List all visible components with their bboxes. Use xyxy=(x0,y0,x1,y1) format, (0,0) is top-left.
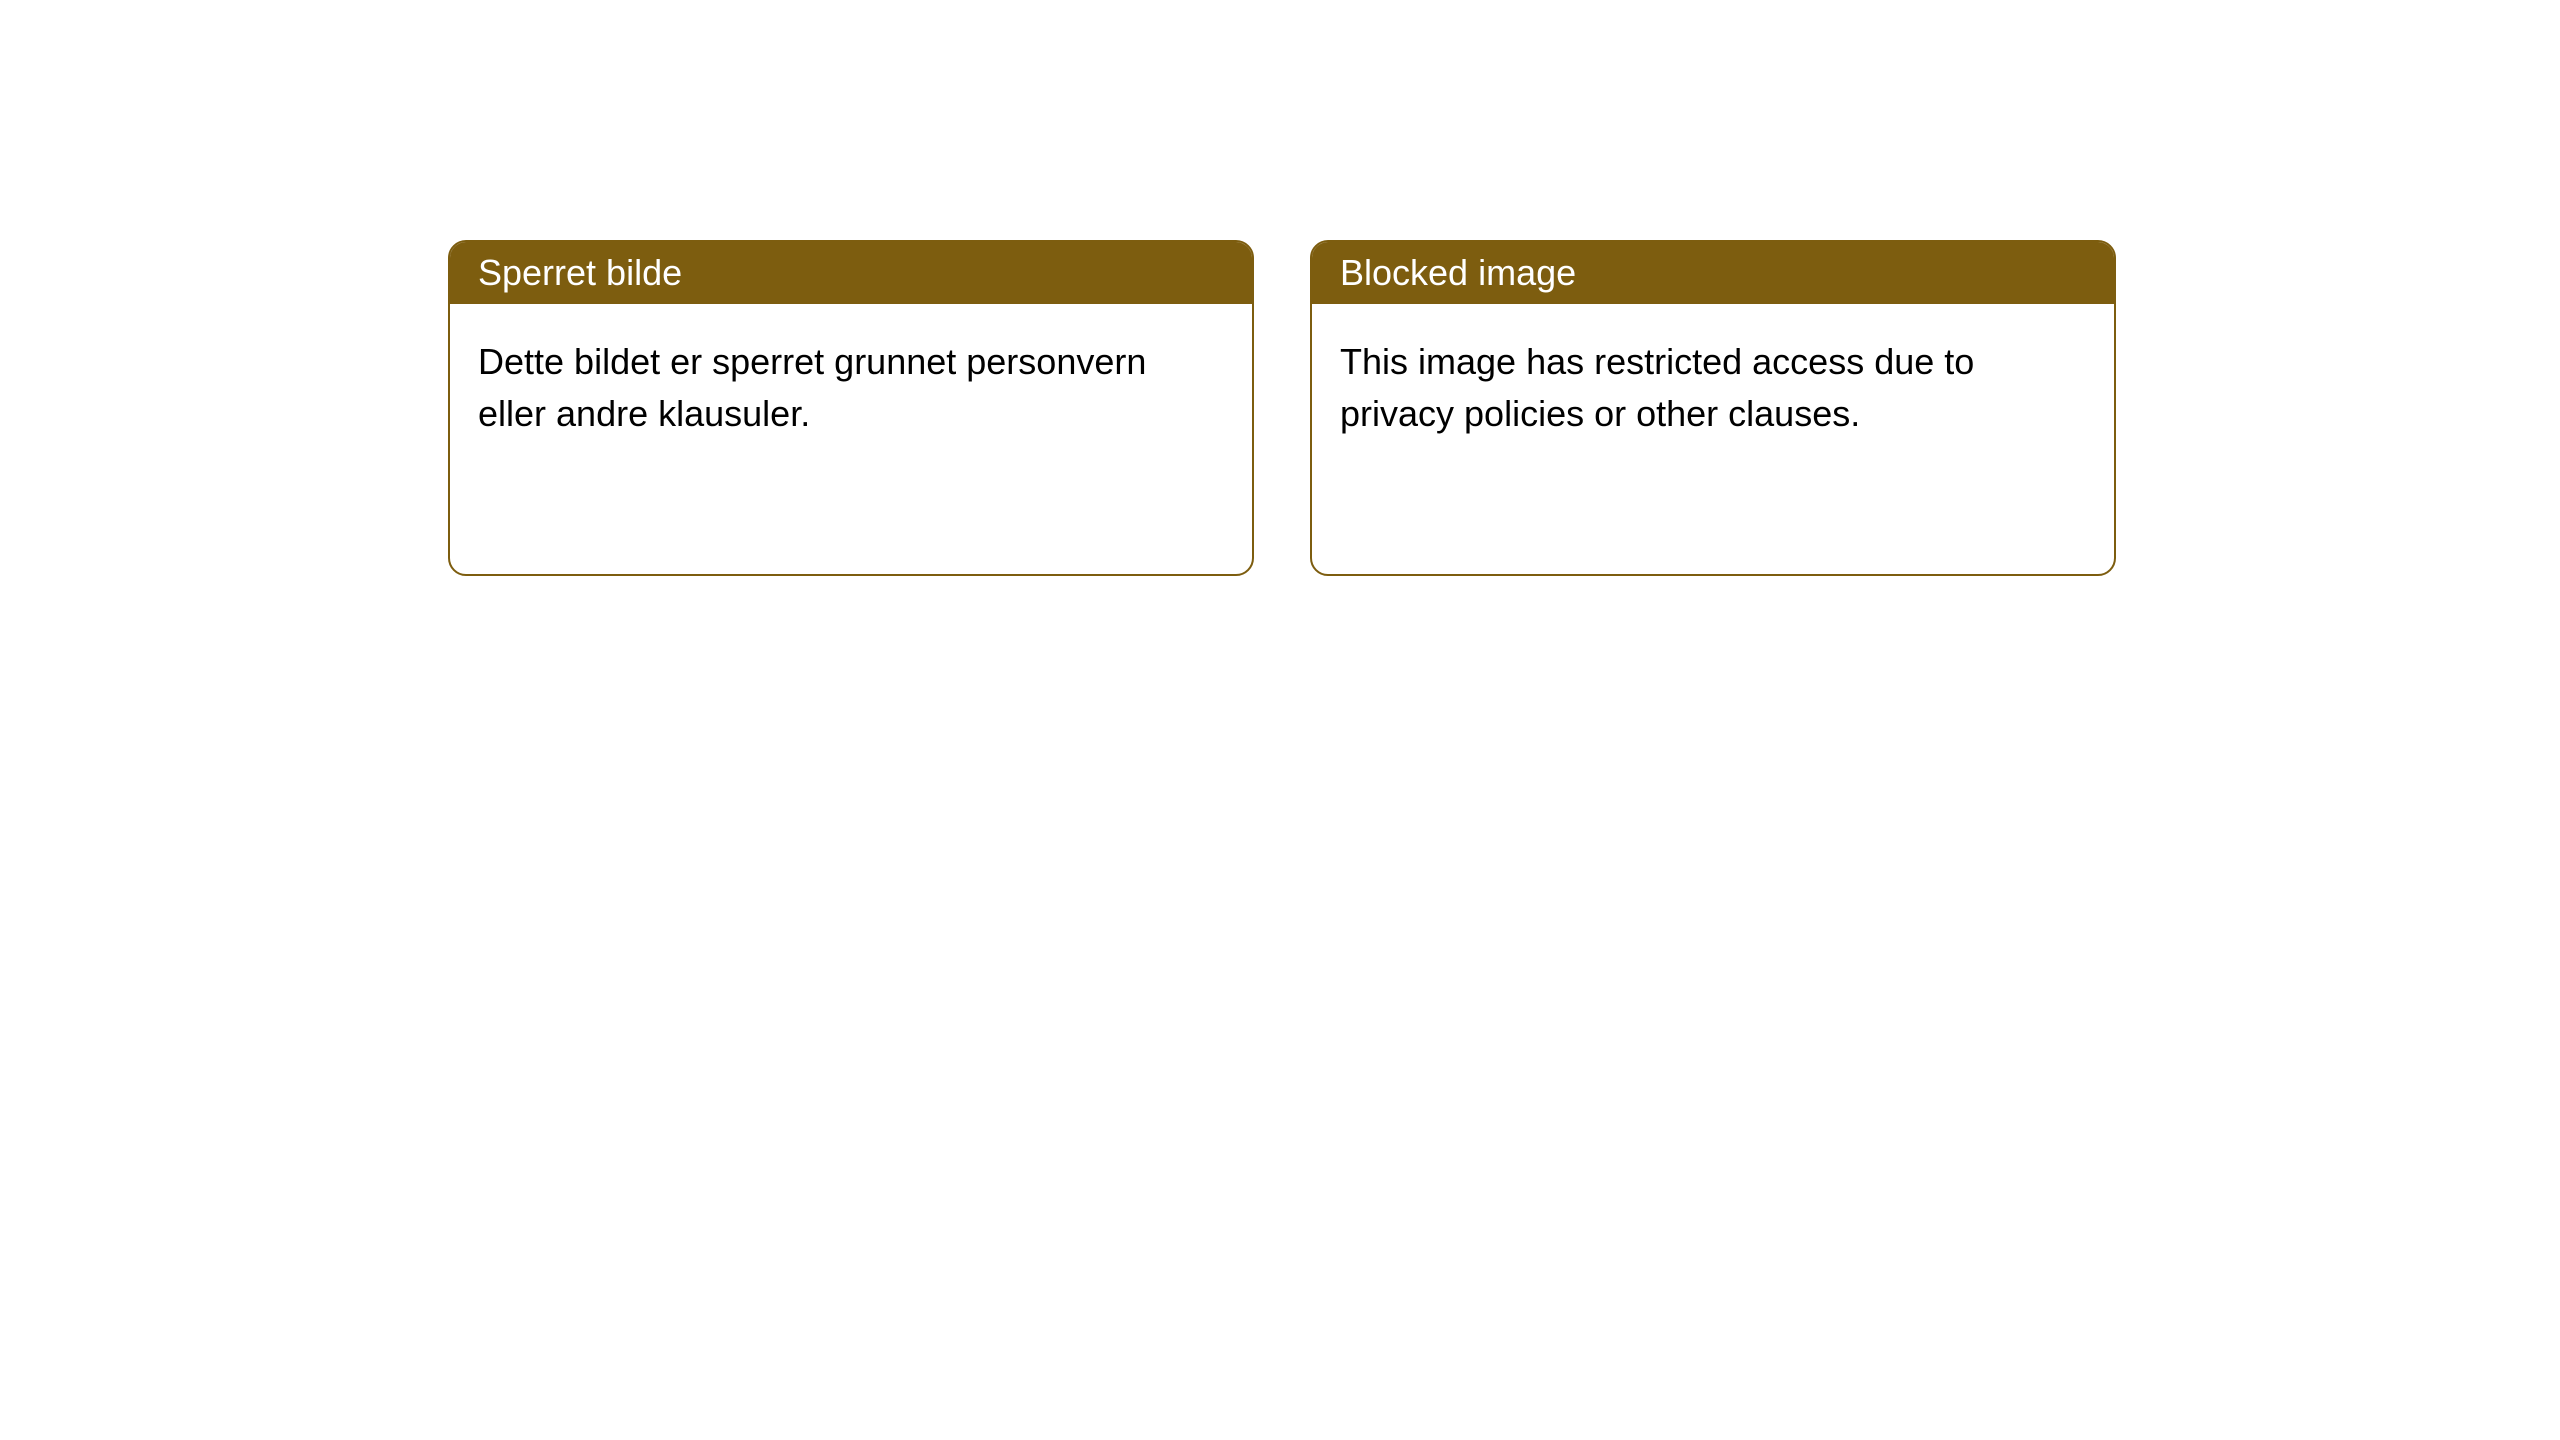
notice-body-text: Dette bildet er sperret grunnet personve… xyxy=(478,341,1146,434)
notice-container: Sperret bilde Dette bildet er sperret gr… xyxy=(0,0,2560,576)
notice-title: Sperret bilde xyxy=(478,252,682,293)
notice-body: This image has restricted access due to … xyxy=(1312,304,2114,574)
notice-header: Sperret bilde xyxy=(450,242,1252,304)
notice-body: Dette bildet er sperret grunnet personve… xyxy=(450,304,1252,574)
notice-card-norwegian: Sperret bilde Dette bildet er sperret gr… xyxy=(448,240,1254,576)
notice-body-text: This image has restricted access due to … xyxy=(1340,341,1974,434)
notice-title: Blocked image xyxy=(1340,252,1576,293)
notice-header: Blocked image xyxy=(1312,242,2114,304)
notice-card-english: Blocked image This image has restricted … xyxy=(1310,240,2116,576)
